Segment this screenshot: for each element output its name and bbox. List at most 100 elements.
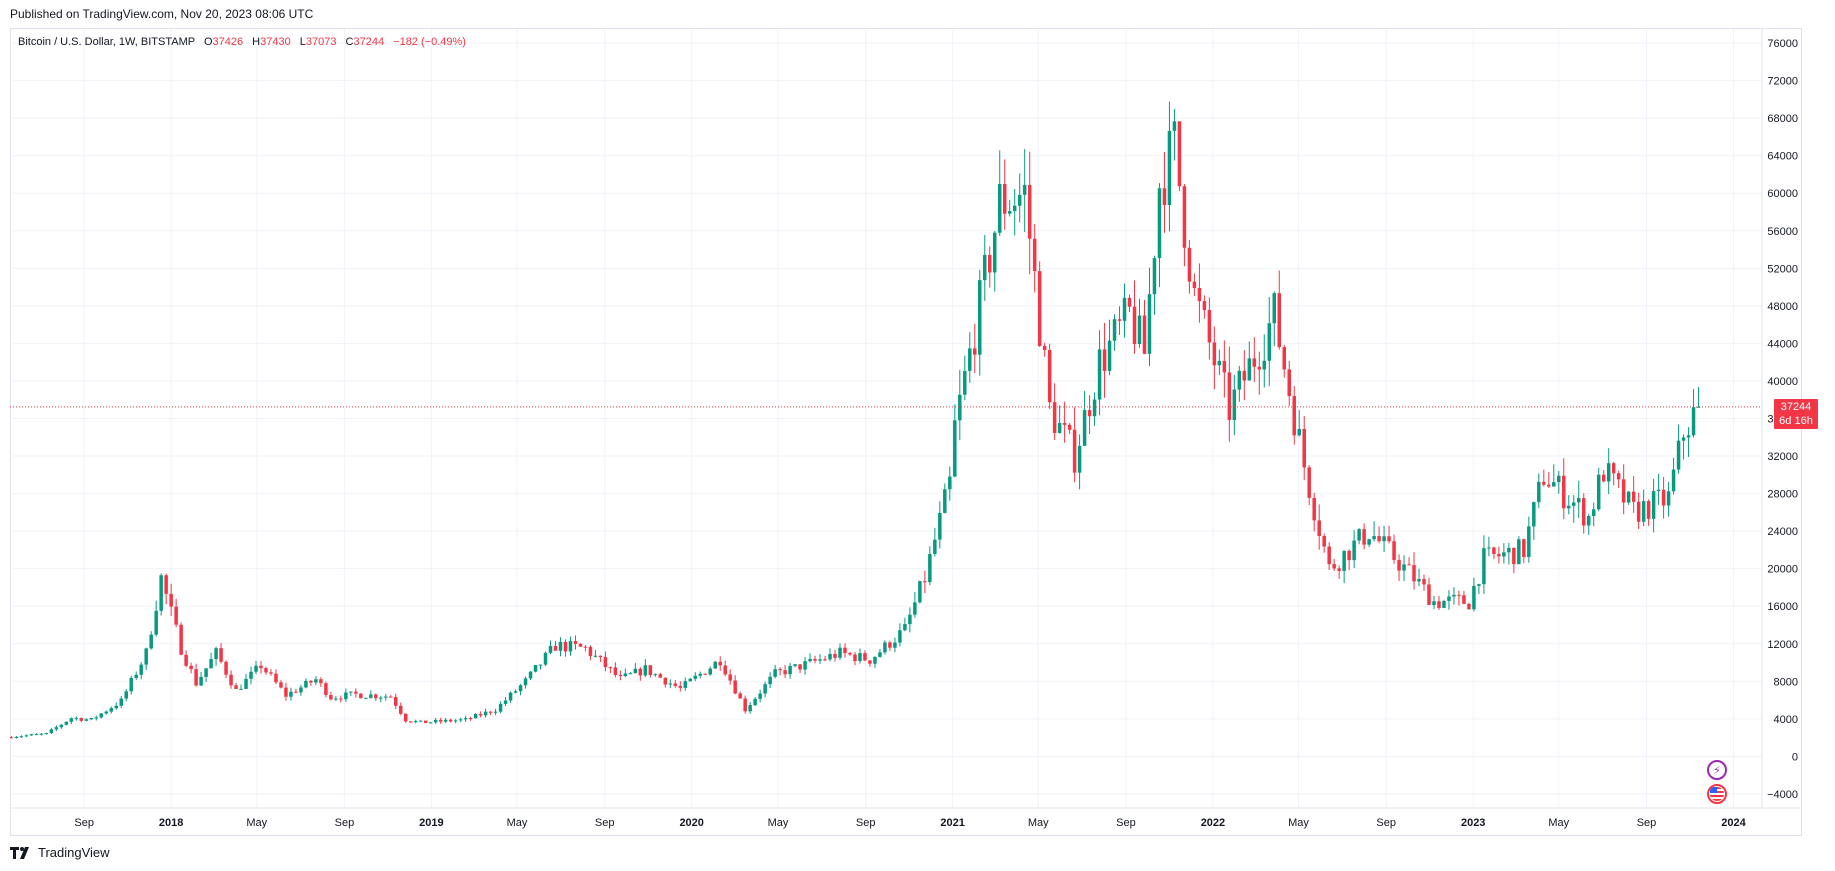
chart-frame[interactable] — [10, 28, 1802, 836]
symbol-name: Bitcoin / U.S. Dollar, 1W, BITSTAMP — [18, 36, 195, 48]
change-value: −182 (−0.49%) — [393, 36, 466, 48]
candle-body — [1611, 463, 1616, 474]
candle-body — [1022, 184, 1027, 195]
y-tick-label: 64000 — [1767, 151, 1798, 163]
candle-body — [978, 280, 982, 355]
candle-body — [413, 721, 418, 723]
candle-body — [209, 659, 213, 669]
candle-body — [309, 680, 313, 683]
candle-body — [658, 674, 663, 678]
candle-body — [239, 688, 243, 690]
candle-body — [648, 665, 653, 675]
candle-body — [124, 691, 128, 699]
candle-body — [289, 691, 293, 697]
footer-brand[interactable]: TradingView — [10, 845, 110, 860]
flash-icon[interactable]: ⚡ — [1707, 760, 1727, 780]
candle-body — [1062, 422, 1067, 425]
x-tick-label: May — [1028, 817, 1049, 829]
candle-body — [833, 653, 837, 658]
candle-body — [553, 645, 558, 651]
candle-body — [1302, 428, 1306, 468]
candle-body — [129, 677, 133, 692]
candle-body — [678, 685, 683, 688]
candle-body — [843, 647, 847, 654]
candle-body — [14, 736, 19, 738]
candle-body — [1337, 568, 1341, 571]
candle-body — [958, 394, 962, 421]
candle-body — [668, 683, 673, 685]
candle-body — [1042, 346, 1047, 350]
candle-body — [114, 705, 118, 709]
x-tick-label: Sep — [595, 817, 615, 829]
candle-body — [823, 659, 827, 661]
candle-body — [1596, 474, 1601, 510]
candle-body — [1581, 498, 1586, 526]
candle-body — [848, 653, 852, 655]
y-tick-label: 68000 — [1767, 113, 1798, 125]
us-flag-icon[interactable] — [1707, 784, 1727, 804]
candle-body — [1666, 491, 1671, 506]
candle-body — [1606, 463, 1611, 482]
candle-body — [423, 720, 428, 724]
candle-body — [963, 370, 967, 395]
candle-body — [1007, 211, 1012, 214]
x-tick-label: 2021 — [940, 817, 964, 829]
candle-body — [169, 593, 173, 607]
candle-body — [199, 676, 203, 686]
candle-body — [1132, 306, 1137, 345]
candle-body — [349, 691, 353, 693]
candle-body — [1157, 188, 1162, 259]
candle-body — [618, 674, 623, 677]
candle-body — [154, 610, 158, 635]
candle-body — [418, 720, 423, 722]
candle-body — [1547, 484, 1551, 487]
candle-body — [813, 658, 817, 661]
candle-body — [943, 489, 947, 513]
candle-body — [613, 667, 618, 675]
candle-body — [878, 652, 882, 657]
y-tick-label: 32000 — [1767, 451, 1798, 463]
candle-body — [763, 684, 767, 694]
candle-body — [1322, 536, 1326, 547]
candle-body — [1537, 481, 1541, 503]
candle-body — [1047, 349, 1052, 403]
candle-body — [1292, 396, 1296, 436]
candle-body — [1097, 349, 1102, 400]
candle-body — [992, 232, 997, 273]
candle-body — [1167, 130, 1172, 206]
candle-body — [1392, 541, 1396, 560]
close-label: C — [345, 36, 354, 48]
candle-body — [1372, 536, 1376, 540]
candle-body — [598, 655, 603, 658]
candle-body — [324, 683, 328, 696]
candle-body — [314, 679, 318, 683]
candle-body — [1122, 297, 1127, 321]
candle-body — [768, 676, 772, 685]
candle-body — [753, 698, 757, 706]
candle-body — [593, 655, 598, 657]
candle-body — [1242, 370, 1247, 381]
candle-body — [1107, 340, 1112, 371]
candle-body — [109, 708, 114, 712]
x-tick-label: 2018 — [159, 817, 183, 829]
candle-body — [304, 680, 308, 688]
candle-body — [1402, 564, 1406, 571]
candle-body — [603, 657, 608, 668]
candle-body — [1452, 594, 1456, 597]
candle-body — [828, 653, 832, 660]
candle-body — [578, 643, 583, 647]
candle-body — [29, 734, 34, 736]
candle-body — [493, 711, 498, 713]
candle-body — [523, 678, 528, 686]
candle-body — [1252, 358, 1257, 367]
candle-body — [1572, 502, 1576, 506]
candle-body — [1462, 595, 1466, 604]
candle-body — [34, 734, 39, 736]
high-label: H — [252, 36, 261, 48]
y-tick-label: 20000 — [1767, 564, 1798, 576]
candle-body — [1527, 526, 1531, 557]
candle-body — [119, 698, 123, 706]
candle-body — [1417, 579, 1421, 582]
candle-body — [438, 719, 443, 722]
